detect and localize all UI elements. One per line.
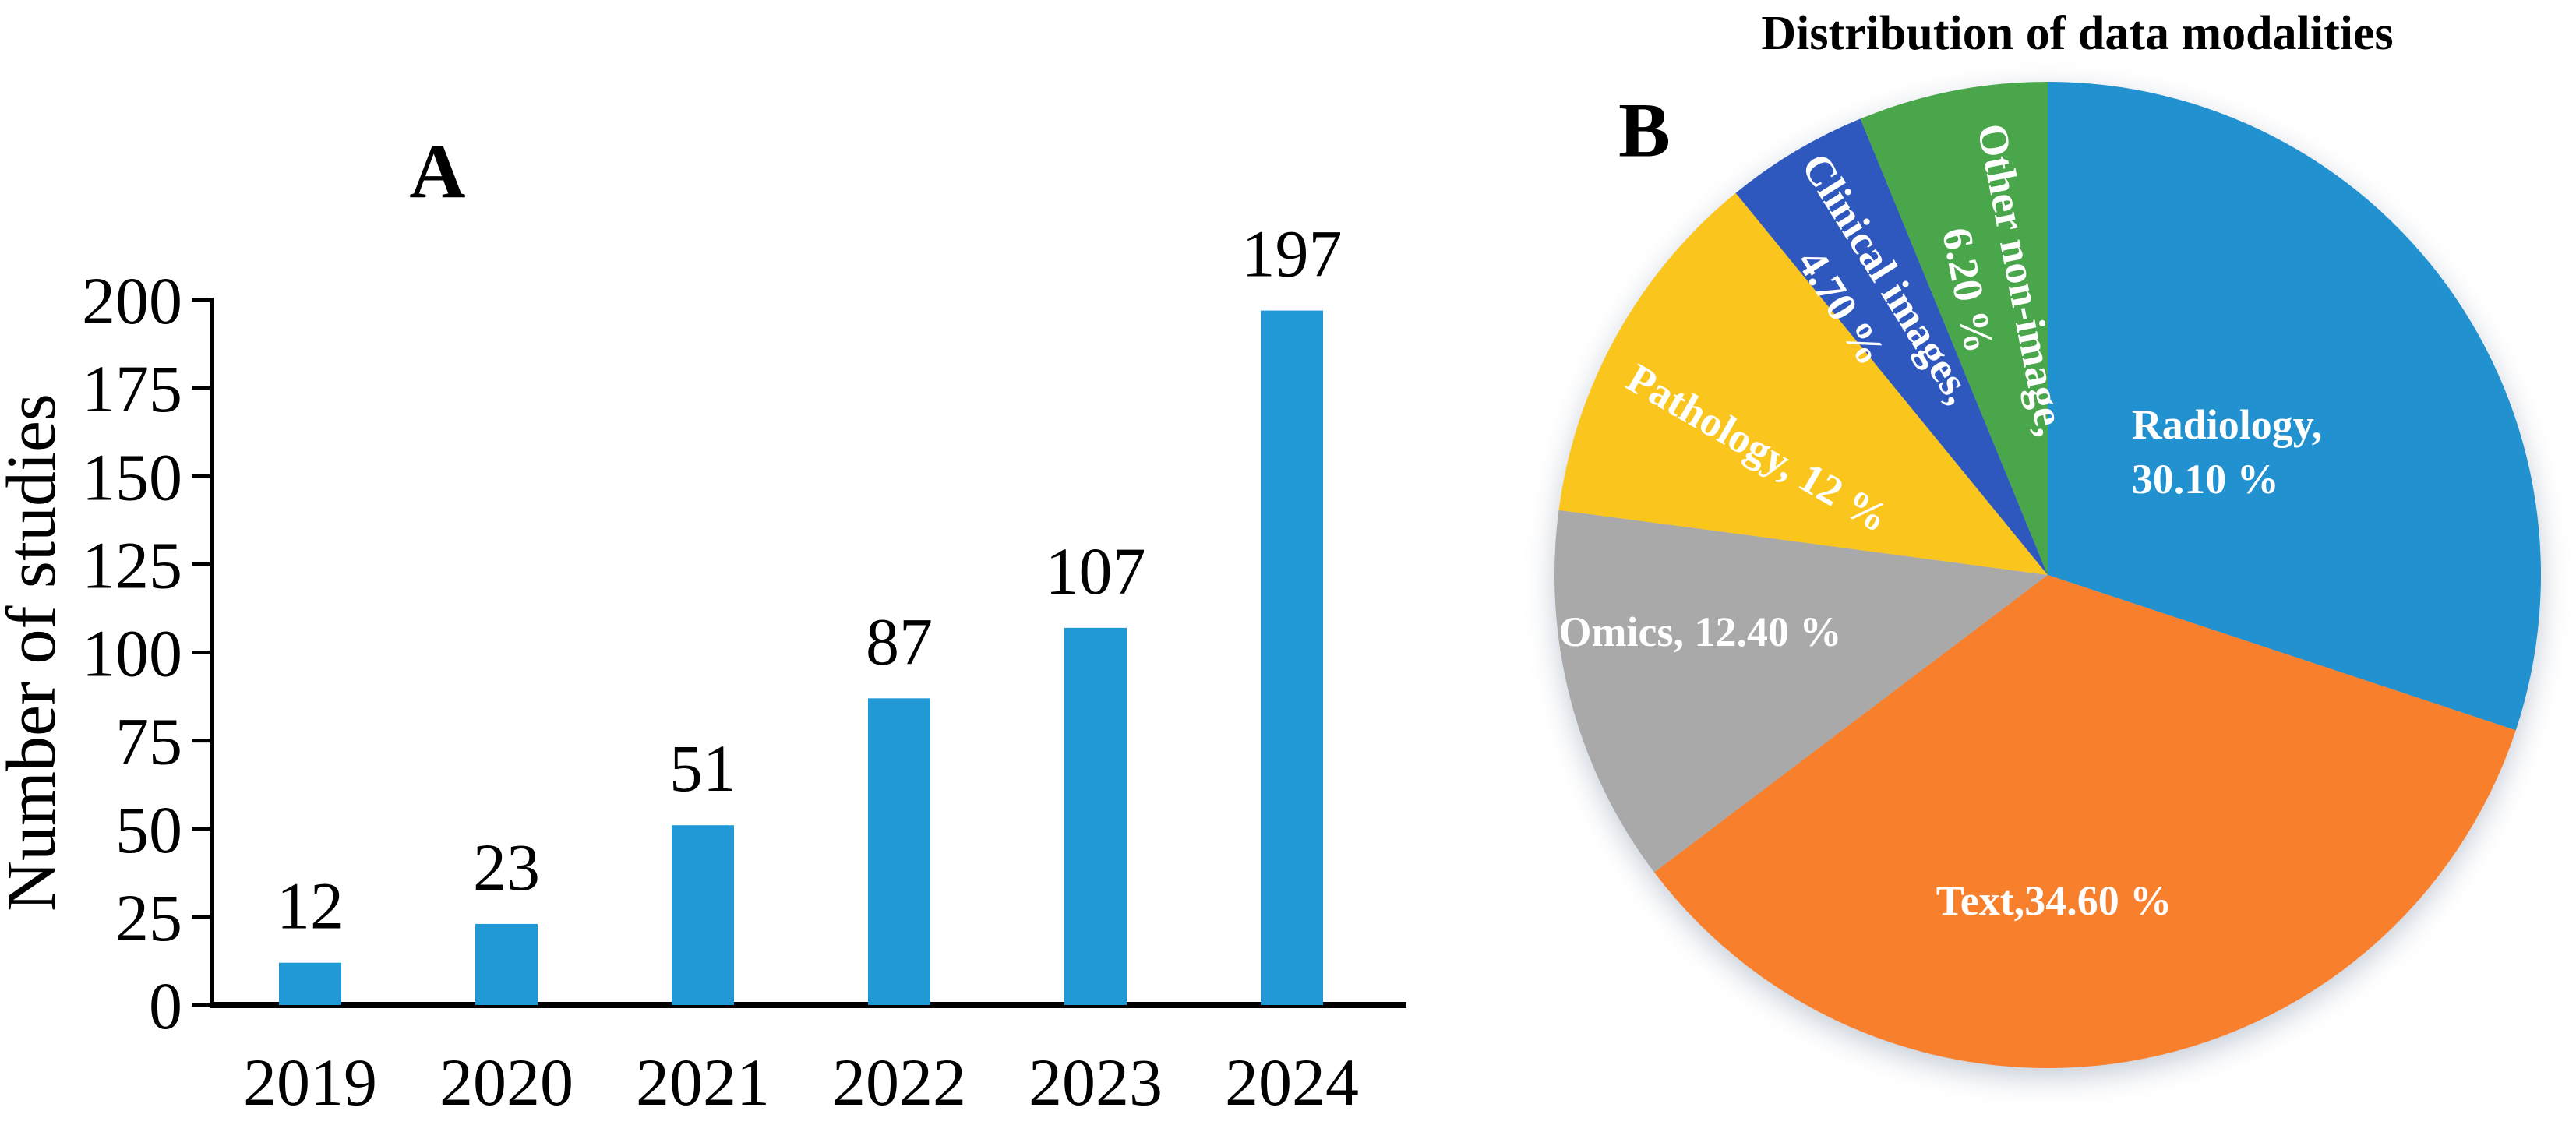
bar-2022 <box>868 698 930 1005</box>
y-axis-tick-label: 100 <box>82 616 182 691</box>
panel-a-label: A <box>409 128 467 215</box>
pie-slice-clinical-images <box>1735 118 2048 575</box>
x-axis-category-label: 2022 <box>832 1045 966 1120</box>
bar-2020 <box>475 923 538 1005</box>
y-axis-tick-label: 200 <box>82 263 182 338</box>
y-axis-tick-label: 125 <box>82 527 182 602</box>
bar-chart: 0 25 50 75 100 125 150 175 200 12 2019 23 2020 51 2021… <box>0 217 1406 1120</box>
y-axis-tick-label: 0 <box>149 968 182 1043</box>
bar-value-label: 12 <box>277 869 344 943</box>
y-axis-tick-label: 50 <box>115 792 182 867</box>
pie-slice-text <box>1654 575 2516 1068</box>
y-axis-tick-label: 25 <box>115 880 182 955</box>
pie-slice-pathology <box>1558 192 2048 576</box>
pie-chart <box>1554 82 2541 1068</box>
bar-2019 <box>279 962 341 1005</box>
panel-b-label: B <box>1618 86 1671 174</box>
bar-2021 <box>672 825 734 1005</box>
bar-value-label: 23 <box>473 830 540 905</box>
pie-chart-title: Distribution of data modalities <box>1761 7 2394 60</box>
bar-value-label: 107 <box>1046 534 1146 608</box>
pie-slice-other-non-image <box>1860 82 2048 575</box>
y-axis-tick-label: 75 <box>115 704 182 779</box>
x-axis-category-label: 2021 <box>636 1045 770 1120</box>
pie-slice-omics <box>1554 510 2048 873</box>
bar-2024 <box>1261 310 1323 1005</box>
y-axis-title: Number of studies <box>0 393 70 912</box>
bar-value-label: 51 <box>669 731 736 806</box>
x-axis-category-label: 2020 <box>439 1045 573 1120</box>
bar-2023 <box>1064 627 1127 1005</box>
y-axis-tick-label: 150 <box>82 439 182 514</box>
x-axis-category-label: 2023 <box>1029 1045 1163 1120</box>
pie-slice-radiology <box>2048 82 2541 731</box>
x-axis-category-label: 2024 <box>1225 1045 1359 1120</box>
x-axis-category-label: 2019 <box>243 1045 377 1120</box>
bar-value-label: 197 <box>1242 217 1343 291</box>
bar-value-label: 87 <box>866 604 933 679</box>
y-axis-tick-label: 175 <box>82 351 182 426</box>
